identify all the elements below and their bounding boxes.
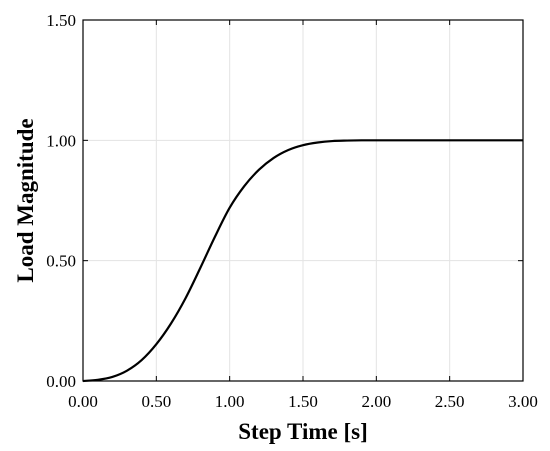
ticks <box>82 19 524 382</box>
y-tick-label: 1.50 <box>46 11 76 30</box>
x-tick-label: 0.00 <box>68 392 98 411</box>
x-tick-label: 3.00 <box>508 392 538 411</box>
grid <box>83 20 523 381</box>
x-axis-title: Step Time [s] <box>238 419 368 444</box>
y-tick-label: 0.50 <box>46 252 76 271</box>
x-tick-label: 1.50 <box>288 392 318 411</box>
y-tick-label: 1.00 <box>46 131 76 150</box>
y-axis-title: Load Magnitude <box>13 118 38 282</box>
series-line <box>82 139 523 383</box>
y-tick-label: 0.00 <box>46 372 76 391</box>
series-layer <box>82 139 523 383</box>
x-tick-label: 2.00 <box>361 392 391 411</box>
x-tick-label: 1.00 <box>215 392 245 411</box>
x-tick-label: 2.50 <box>435 392 465 411</box>
x-tick-label: 0.50 <box>141 392 171 411</box>
tick-labels: 0.00 0.50 1.00 1.50 2.00 2.50 3.00 0.00 0.50 1.00… <box>46 11 538 411</box>
